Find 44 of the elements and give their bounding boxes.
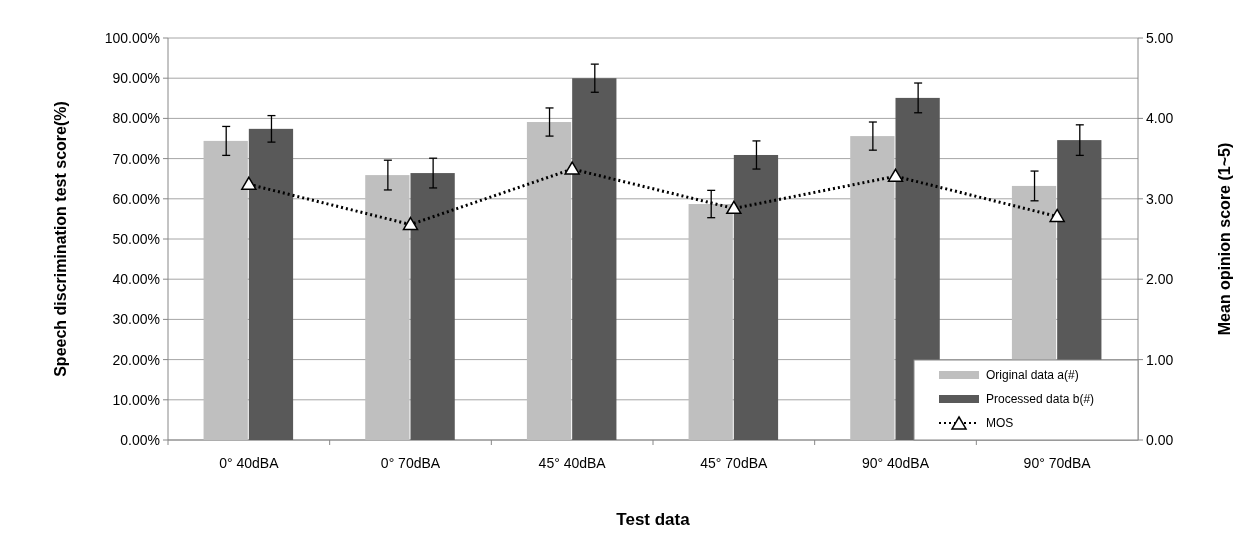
y2-tick-label: 5.00 — [1146, 29, 1174, 46]
point — [726, 200, 742, 215]
y-axis-title: Speech discrimination test score(%) — [52, 101, 69, 377]
y2-tick-label: 1.00 — [1146, 351, 1174, 368]
y2-tick-label: 3.00 — [1146, 190, 1174, 207]
y2-tick-label: 4.00 — [1146, 110, 1174, 127]
x-axis-title: Test data — [616, 510, 691, 529]
x-tick-label: 0° 70dBA — [380, 455, 441, 471]
bar — [572, 78, 617, 440]
bar — [688, 204, 733, 440]
x-tick-label: 45° 40dBA — [538, 455, 607, 471]
legend-label: Original data a(#) — [986, 368, 1079, 383]
x-tick-label: 0° 40dBA — [219, 455, 280, 471]
y-tick-label: 50.00% — [112, 230, 160, 247]
bar — [733, 154, 779, 440]
bar — [410, 173, 455, 440]
y2-tick-label: 0.00 — [1146, 431, 1174, 448]
x-tick-label: 90° 70dBA — [1023, 455, 1092, 471]
y-tick-label: 60.00% — [112, 190, 160, 207]
y-tick-label: 70.00% — [112, 150, 160, 167]
legend-label: Processed data b(#) — [986, 392, 1095, 407]
y-tick-label: 30.00% — [112, 311, 160, 328]
point — [402, 216, 419, 231]
y-tick-label: 0.00% — [120, 431, 160, 448]
y-tick-label: 80.00% — [112, 110, 160, 127]
y2-axis-title: Mean opinion score (1~5) — [1216, 142, 1233, 336]
bar — [365, 175, 410, 440]
y-tick-label: 20.00% — [112, 351, 160, 368]
x-tick-label: 90° 40dBA — [861, 455, 930, 471]
y2-tick-label: 2.00 — [1146, 271, 1174, 288]
point — [887, 168, 904, 182]
y-tick-label: 10.00% — [112, 391, 160, 408]
point — [241, 176, 257, 190]
y-tick-label: 90.00% — [112, 70, 160, 87]
y-tick-label: 40.00% — [112, 271, 160, 288]
bar — [526, 122, 572, 440]
point — [1049, 208, 1065, 223]
bar — [850, 136, 895, 440]
bar — [248, 128, 294, 440]
legend-label: MOS — [986, 416, 1014, 431]
x-tick-label: 45° 70dBA — [700, 455, 769, 471]
bar — [203, 140, 248, 440]
point — [564, 161, 580, 175]
y-tick-label: 100.00% — [104, 29, 160, 46]
